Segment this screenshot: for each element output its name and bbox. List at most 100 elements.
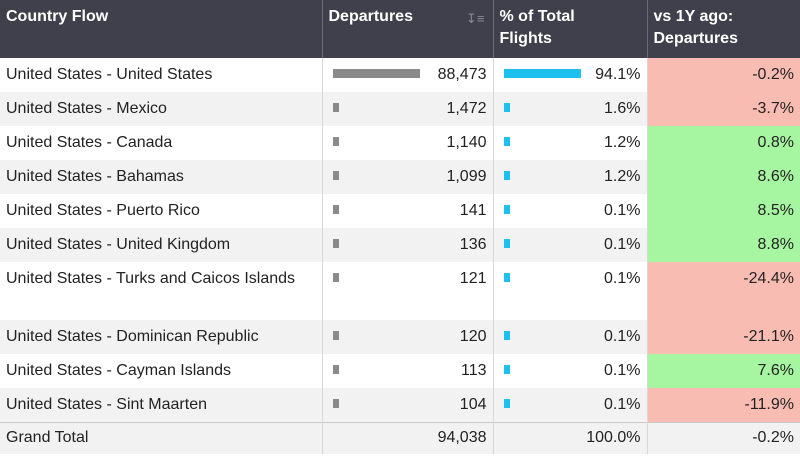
- cell-pct-total: 1.6%: [493, 92, 648, 126]
- cell-yoy: -3.7%: [647, 92, 800, 126]
- pct-bar: [503, 331, 510, 340]
- departures-bar: [332, 205, 339, 214]
- departures-bar: [332, 399, 339, 408]
- header-departures-label: Departures: [328, 8, 413, 25]
- pct-bar: [503, 273, 510, 282]
- departures-bar: [332, 69, 420, 78]
- cell-departures: 1,140: [322, 126, 494, 160]
- cell-country-flow: United States - Turks and Caicos Islands: [0, 262, 323, 320]
- cell-yoy: -24.4%: [647, 262, 800, 320]
- grand-total-departures: 94,038: [322, 421, 494, 454]
- cell-departures: 113: [322, 354, 494, 388]
- cell-pct-total: 1.2%: [493, 126, 648, 160]
- cell-departures: 1,099: [322, 160, 494, 194]
- departures-value: 121: [459, 270, 487, 287]
- header-yoy-label-line2: Departures: [653, 30, 738, 47]
- header-row: Country Flow Departures ↧≡ % of Total Fl…: [0, 0, 800, 58]
- table-row[interactable]: United States - Cayman Islands 113 0.1% 7.6…: [0, 354, 800, 388]
- cell-yoy: 0.8%: [647, 126, 800, 160]
- pct-value: 1.6%: [604, 100, 641, 117]
- departures-bar: [332, 171, 339, 180]
- cell-pct-total: 0.1%: [493, 262, 648, 320]
- cell-country-flow: United States - United Kingdom: [0, 228, 323, 262]
- cell-country-flow: United States - Puerto Rico: [0, 194, 323, 228]
- header-yoy[interactable]: vs 1Y ago: Departures: [647, 0, 800, 58]
- table-row[interactable]: United States - Bahamas 1,099 1.2% 8.6%: [0, 160, 800, 194]
- cell-country-flow: United States - Canada: [0, 126, 323, 160]
- pct-value: 0.1%: [604, 202, 641, 219]
- cell-pct-total: 0.1%: [493, 388, 648, 422]
- departures-value: 113: [460, 362, 487, 379]
- cell-country-flow: United States - Mexico: [0, 92, 323, 126]
- departures-bar: [332, 331, 339, 340]
- pct-value: 1.2%: [604, 134, 641, 151]
- pct-bar: [503, 239, 510, 248]
- departures-bar: [332, 365, 339, 374]
- pct-bar: [503, 365, 510, 374]
- table-row[interactable]: United States - Canada 1,140 1.2% 0.8%: [0, 126, 800, 160]
- pct-value: 0.1%: [604, 328, 641, 345]
- grand-total-pct: 100.0%: [493, 421, 648, 454]
- header-pct-label-line2: Flights: [499, 30, 552, 47]
- departures-value: 1,099: [446, 168, 487, 185]
- cell-pct-total: 0.1%: [493, 320, 648, 354]
- departures-bar: [332, 137, 339, 146]
- departures-bar: [332, 103, 339, 112]
- table-row[interactable]: United States - United States 88,473 94.1%…: [0, 58, 800, 92]
- departures-value: 136: [459, 236, 487, 253]
- departures-bar: [332, 239, 339, 248]
- cell-country-flow: United States - Bahamas: [0, 160, 323, 194]
- table-row[interactable]: United States - United Kingdom 136 0.1% 8.8…: [0, 228, 800, 262]
- pct-bar: [503, 103, 510, 112]
- cell-departures: 141: [322, 194, 494, 228]
- cell-departures: 88,473: [322, 58, 494, 92]
- table-row[interactable]: United States - Dominican Republic 120 0.1…: [0, 320, 800, 354]
- cell-pct-total: 1.2%: [493, 160, 648, 194]
- cell-country-flow: United States - Sint Maarten: [0, 388, 323, 422]
- pct-value: 0.1%: [604, 270, 641, 287]
- table-row[interactable]: United States - Sint Maarten 104 0.1% -11.9…: [0, 388, 800, 422]
- grand-total-row: Grand Total 94,038 100.0% -0.2%: [0, 421, 800, 454]
- sort-descending-icon[interactable]: ↧≡: [466, 11, 485, 26]
- departures-value: 1,140: [446, 134, 487, 151]
- pct-bar: [503, 171, 510, 180]
- table-row[interactable]: United States - Puerto Rico 141 0.1% 8.5%: [0, 194, 800, 228]
- header-country-flow[interactable]: Country Flow: [0, 0, 323, 58]
- cell-departures: 104: [322, 388, 494, 422]
- departures-value: 141: [459, 202, 487, 219]
- cell-departures: 136: [322, 228, 494, 262]
- cell-yoy: 7.6%: [647, 354, 800, 388]
- header-pct-label-line1: % of Total: [499, 8, 575, 25]
- cell-yoy: -11.9%: [647, 388, 800, 422]
- cell-pct-total: 0.1%: [493, 228, 648, 262]
- departures-bar: [332, 273, 339, 282]
- pct-bar: [503, 69, 581, 78]
- cell-country-flow: United States - Cayman Islands: [0, 354, 323, 388]
- pct-value: 0.1%: [604, 396, 641, 413]
- departures-value: 1,472: [446, 100, 487, 117]
- table-row[interactable]: United States - Mexico 1,472 1.6% -3.7%: [0, 92, 800, 126]
- cell-yoy: -21.1%: [647, 320, 800, 354]
- cell-departures: 1,472: [322, 92, 494, 126]
- pct-bar: [503, 137, 510, 146]
- cell-country-flow: United States - United States: [0, 58, 323, 92]
- header-pct-total[interactable]: % of Total Flights: [493, 0, 648, 58]
- pct-value: 0.1%: [604, 236, 641, 253]
- pct-value: 1.2%: [604, 168, 641, 185]
- cell-departures: 120: [322, 320, 494, 354]
- departures-value: 120: [459, 328, 487, 345]
- pct-bar: [503, 205, 510, 214]
- departures-value: 104: [459, 396, 487, 413]
- header-departures[interactable]: Departures ↧≡: [322, 0, 494, 58]
- pct-value: 94.1%: [595, 66, 641, 83]
- pct-value: 0.1%: [604, 362, 641, 379]
- departures-value: 88,473: [437, 66, 487, 83]
- cell-pct-total: 0.1%: [493, 194, 648, 228]
- header-country-flow-label: Country Flow: [6, 8, 109, 25]
- grand-total-label: Grand Total: [0, 421, 323, 454]
- cell-pct-total: 94.1%: [493, 58, 648, 92]
- grand-total-yoy: -0.2%: [647, 421, 800, 454]
- table-row[interactable]: United States - Turks and Caicos Islands…: [0, 262, 800, 320]
- pct-bar: [503, 399, 510, 408]
